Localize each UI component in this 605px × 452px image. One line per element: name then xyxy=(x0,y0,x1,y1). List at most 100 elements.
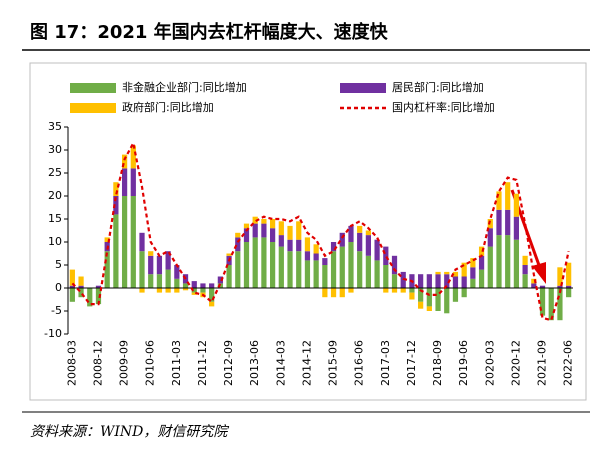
x-tick-label: 2008-03 xyxy=(65,340,78,386)
x-tick-label: 2009-09 xyxy=(118,340,131,386)
bar xyxy=(426,288,432,307)
bar xyxy=(452,276,459,288)
bar xyxy=(130,168,136,196)
bar xyxy=(217,276,223,284)
bar xyxy=(174,265,180,279)
bar xyxy=(539,288,546,316)
bar xyxy=(426,274,432,288)
bar xyxy=(261,219,267,224)
bar xyxy=(383,288,389,293)
bar xyxy=(252,223,258,238)
bar xyxy=(278,235,284,247)
x-tick-label: 2017-12 xyxy=(405,340,418,386)
bar xyxy=(121,168,128,196)
bar xyxy=(348,242,354,288)
bar xyxy=(478,269,485,288)
bar xyxy=(505,209,511,236)
x-tick-label: 2017-03 xyxy=(379,340,392,386)
bar xyxy=(296,239,302,252)
bar xyxy=(87,288,93,307)
bar xyxy=(522,255,528,265)
x-tick-label: 2019-06 xyxy=(457,340,470,386)
bar xyxy=(165,288,171,293)
bar xyxy=(557,288,563,321)
bar xyxy=(261,237,267,288)
bar xyxy=(339,288,345,298)
bar xyxy=(148,251,154,256)
bar xyxy=(496,209,502,236)
bar xyxy=(226,253,232,256)
bar xyxy=(513,193,520,217)
bar xyxy=(209,283,215,288)
bar xyxy=(174,278,180,288)
bar xyxy=(104,237,110,242)
bar xyxy=(95,285,102,288)
bar xyxy=(191,281,197,288)
bar xyxy=(252,237,258,288)
bar xyxy=(191,292,197,295)
bar xyxy=(470,258,476,268)
bar xyxy=(113,182,119,196)
legend-swatch xyxy=(340,83,386,93)
y-tick-label: 25 xyxy=(48,166,62,179)
y-tick-label: -5 xyxy=(51,304,62,317)
bar xyxy=(444,274,450,288)
bar xyxy=(531,278,537,284)
x-tick-label: 2021-09 xyxy=(536,340,549,386)
bar xyxy=(522,265,528,275)
y-tick-label: 0 xyxy=(55,281,62,294)
bar xyxy=(365,230,371,236)
bar xyxy=(243,242,250,288)
bar xyxy=(182,288,189,291)
x-tick-label: 2010-06 xyxy=(144,340,157,386)
bar xyxy=(478,255,485,270)
bar xyxy=(69,288,75,302)
bar xyxy=(339,232,345,247)
bar xyxy=(156,274,163,288)
bar xyxy=(426,306,432,311)
bar xyxy=(435,271,441,275)
x-tick-label: 2011-12 xyxy=(196,340,209,386)
bar xyxy=(287,251,293,288)
bar xyxy=(226,265,232,288)
bar xyxy=(191,288,197,293)
bar xyxy=(513,216,520,240)
legend-label: 非金融企业部门:同比增加 xyxy=(122,80,247,94)
bar xyxy=(69,285,75,288)
bar xyxy=(165,251,171,270)
bar xyxy=(531,283,537,288)
bar xyxy=(174,288,180,293)
bar xyxy=(418,301,424,309)
bar xyxy=(104,251,110,288)
bar xyxy=(287,225,293,240)
bar xyxy=(95,288,102,305)
bar xyxy=(513,239,520,288)
bar xyxy=(121,154,128,169)
bar xyxy=(235,237,241,252)
x-tick-label: 2011-03 xyxy=(170,340,183,386)
bar xyxy=(391,274,398,288)
source: 资料来源：WIND，财信研究院 xyxy=(30,424,229,440)
bar xyxy=(78,288,84,298)
bar xyxy=(148,274,154,288)
x-tick-label: 2008-12 xyxy=(91,340,104,386)
bar xyxy=(418,288,424,302)
bar xyxy=(330,242,337,252)
bar xyxy=(435,274,441,288)
bar xyxy=(409,288,415,293)
bar xyxy=(322,288,328,298)
bar xyxy=(130,196,136,288)
bar xyxy=(209,301,215,307)
bar xyxy=(400,288,406,293)
bar xyxy=(243,228,250,242)
x-tick-label: 2013-06 xyxy=(248,340,261,386)
bar xyxy=(313,253,319,261)
x-tick-label: 2016-06 xyxy=(353,340,366,386)
bar xyxy=(296,251,302,288)
chart-title: 图 17：2021 年国内去杠杆幅度大、速度快 xyxy=(30,21,389,43)
bar xyxy=(339,246,345,288)
bar xyxy=(78,285,84,288)
bar xyxy=(69,269,75,286)
bar xyxy=(374,260,380,288)
